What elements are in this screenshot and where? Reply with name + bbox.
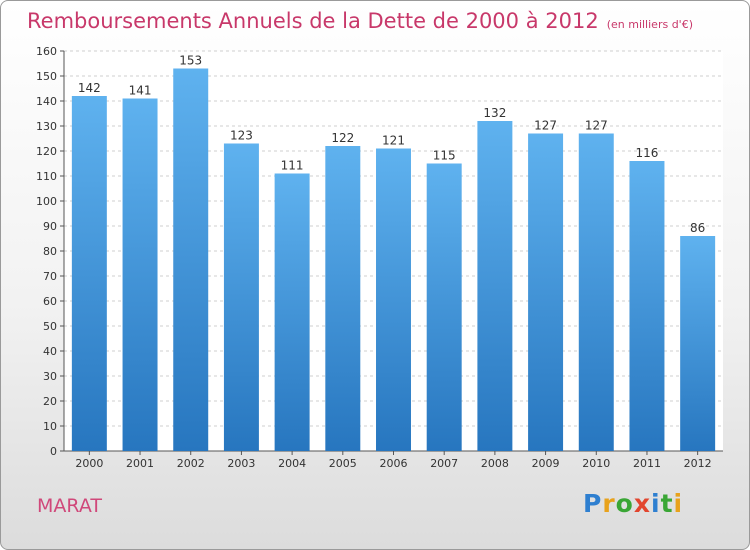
value-label-2004: 111	[281, 159, 304, 173]
logo-letter: t	[660, 489, 674, 518]
value-label-2000: 142	[78, 81, 101, 95]
y-tick-label: 0	[50, 445, 57, 458]
logo-letter: i	[651, 489, 661, 518]
bar-2009	[528, 133, 564, 451]
x-tick-label-2007: 2007	[430, 457, 458, 470]
value-label-2012: 86	[690, 221, 705, 235]
x-tick-label-2000: 2000	[75, 457, 103, 470]
value-label-2007: 115	[433, 149, 456, 163]
bar-2012	[680, 236, 716, 451]
bars	[71, 68, 716, 451]
x-tick-label-2008: 2008	[481, 457, 509, 470]
value-label-2006: 121	[382, 134, 405, 148]
logo-letter: x	[633, 489, 651, 518]
x-tick-label-2012: 2012	[684, 457, 712, 470]
value-label-2008: 132	[483, 106, 506, 120]
labels: 142 2000 141 2001 153 2002 123 2003 111 2004 122 20…	[75, 54, 711, 471]
value-label-2003: 123	[230, 129, 253, 143]
y-tick-label: 100	[36, 195, 57, 208]
value-label-2010: 127	[585, 119, 608, 133]
bar-2003	[223, 143, 259, 451]
logo-letter: i	[673, 489, 684, 518]
bar-2000	[71, 96, 107, 451]
bar-2005	[325, 146, 361, 451]
logo-letter: P	[583, 489, 603, 518]
y-tick-label: 120	[36, 145, 57, 158]
value-label-2001: 141	[129, 84, 152, 98]
bar-2006	[376, 148, 411, 451]
x-tick-label-2003: 2003	[227, 457, 255, 470]
y-tick-label: 130	[36, 120, 57, 133]
y-tick-label: 50	[43, 320, 57, 333]
value-label-2009: 127	[534, 119, 557, 133]
bar-2002	[173, 68, 209, 451]
y-tick-label: 150	[36, 70, 57, 83]
y-tick-label: 70	[43, 270, 57, 283]
logo-letter: o	[615, 489, 634, 518]
bar-2007	[426, 163, 462, 451]
x-tick-label-2009: 2009	[532, 457, 560, 470]
chart-title: Remboursements Annuels de la Dette de 20…	[27, 9, 693, 33]
y-tick-label: 20	[43, 395, 57, 408]
y-tick-label: 80	[43, 245, 57, 258]
bar-2004	[274, 173, 310, 451]
x-tick-label-2002: 2002	[177, 457, 205, 470]
bar-2010	[578, 133, 614, 451]
x-tick-label-2010: 2010	[582, 457, 610, 470]
bar-2011	[629, 161, 665, 451]
x-tick-label-2004: 2004	[278, 457, 306, 470]
commune-name: MARAT	[37, 495, 102, 517]
y-tick-label: 110	[36, 170, 57, 183]
logo-letter: r	[602, 489, 616, 518]
value-label-2011: 116	[636, 146, 659, 160]
x-tick-label-2011: 2011	[633, 457, 661, 470]
chart-title-text: Remboursements Annuels de la Dette de 20…	[27, 9, 599, 33]
bar-2008	[477, 121, 513, 451]
value-label-2005: 122	[331, 131, 354, 145]
bar-2001	[122, 98, 158, 451]
x-tick-label-2006: 2006	[380, 457, 408, 470]
y-tick-label: 160	[36, 45, 57, 58]
x-tick-label-2005: 2005	[329, 457, 357, 470]
y-tick-label: 40	[43, 345, 57, 358]
y-tick-label: 90	[43, 220, 57, 233]
y-tick-label: 30	[43, 370, 57, 383]
value-label-2002: 153	[179, 54, 202, 68]
x-tick-label-2001: 2001	[126, 457, 154, 470]
y-tick-label: 60	[43, 295, 57, 308]
y-tick-label: 140	[36, 95, 57, 108]
proxiti-logo: Proxiti	[583, 489, 683, 518]
y-tick-label: 10	[43, 420, 57, 433]
chart-subtitle: (en milliers d'€)	[606, 18, 693, 31]
